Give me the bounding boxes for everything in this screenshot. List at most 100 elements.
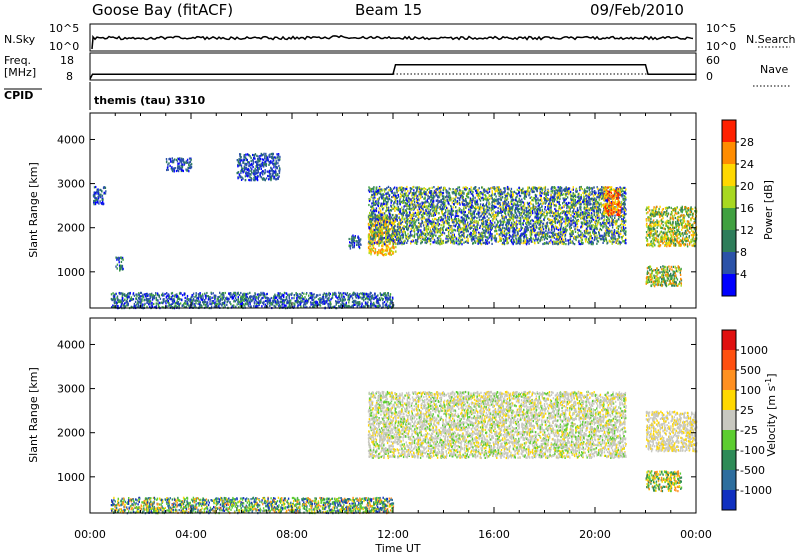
- scatter-cell: [341, 293, 343, 296]
- scatter-cell: [136, 295, 138, 298]
- scatter-cell: [392, 252, 394, 255]
- scatter-cell: [331, 294, 334, 297]
- scatter-cell: [153, 295, 156, 298]
- scatter-cell: [183, 302, 185, 305]
- scatter-cell: [181, 158, 183, 161]
- scatter-cell: [112, 298, 115, 301]
- scatter-cell: [125, 301, 127, 304]
- scatter-cell: [264, 296, 267, 299]
- scatter-cell: [147, 294, 149, 297]
- nsearch-tick-top: 10^5: [706, 22, 736, 35]
- scatter-cell: [127, 294, 129, 297]
- scatter-cell: [247, 302, 249, 305]
- scatter-cell: [186, 298, 188, 301]
- scatter-cell: [300, 297, 302, 300]
- scatter-cell: [265, 299, 267, 302]
- scatter-cell: [354, 303, 356, 306]
- scatter-cell: [274, 177, 276, 180]
- scatter-cell: [463, 208, 465, 211]
- scatter-cell: [259, 157, 262, 160]
- scatter-cell: [118, 264, 121, 267]
- scatter-cell: [112, 306, 114, 309]
- scatter-cell: [558, 200, 561, 203]
- scatter-cell: [202, 297, 204, 300]
- scatter-cell: [231, 294, 233, 297]
- scatter-cell: [121, 256, 124, 259]
- scatter-cell: [337, 301, 340, 304]
- scatter-cell: [266, 302, 269, 305]
- scatter-cell: [157, 303, 160, 306]
- scatter-cell: [116, 263, 119, 266]
- scatter-cell: [159, 297, 162, 300]
- scatter-cell: [427, 237, 429, 240]
- scatter-cell: [265, 160, 267, 163]
- scatter-cell: [348, 237, 350, 241]
- scatter-cell: [224, 299, 226, 302]
- scatter-cell: [376, 302, 378, 305]
- scatter-cell: [480, 214, 483, 217]
- scatter-cell: [363, 295, 366, 298]
- scatter-cell: [152, 296, 155, 299]
- scatter-cell: [243, 161, 245, 164]
- scatter-cell: [95, 197, 97, 200]
- scatter-cell: [346, 292, 349, 295]
- scatter-cell: [395, 250, 397, 253]
- scatter-cell: [201, 293, 204, 296]
- scatter-cell: [130, 297, 132, 301]
- scatter-cell: [270, 156, 273, 159]
- scatter-cell: [180, 298, 183, 301]
- scatter-cell: [451, 191, 453, 194]
- scatter-cell: [131, 306, 134, 309]
- scatter-cell: [116, 257, 118, 260]
- scatter-cell: [560, 218, 562, 221]
- scatter-cell: [301, 295, 303, 298]
- scatter-cell: [617, 227, 620, 231]
- scatter-cell: [262, 173, 264, 176]
- scatter-cell: [235, 298, 238, 302]
- scatter-cell: [258, 301, 260, 304]
- scatter-cell: [278, 175, 280, 178]
- scatter-cell: [244, 304, 246, 307]
- scatter-cell: [269, 174, 271, 177]
- scatter-cell: [252, 162, 254, 165]
- scatter-cell: [102, 200, 104, 203]
- scatter-cell: [377, 301, 380, 305]
- scatter-cell: [355, 296, 357, 299]
- scatter-cell: [237, 171, 240, 174]
- scatter-cell: [383, 301, 386, 304]
- scatter-cell: [470, 224, 472, 227]
- scatter-cell: [515, 196, 517, 199]
- scatter-cell: [111, 306, 113, 309]
- scatter-cell: [364, 301, 367, 304]
- scatter-cell: [167, 168, 169, 171]
- scatter-cell: [266, 292, 268, 295]
- scatter-cell: [385, 253, 387, 256]
- scatter-cell: [336, 301, 338, 305]
- scatter-cell: [145, 299, 148, 302]
- scatter-cell: [167, 298, 169, 301]
- scatter-cell: [385, 296, 387, 299]
- scatter-cell: [162, 302, 164, 305]
- scatter-cell: [214, 296, 216, 299]
- scatter-cell: [252, 165, 254, 169]
- scatter-cell: [180, 164, 182, 167]
- scatter-cell: [93, 186, 96, 189]
- scatter-cell: [309, 292, 311, 295]
- scatter-cell: [192, 298, 195, 301]
- scatter-cell: [164, 292, 166, 296]
- scatter-cell: [245, 153, 247, 156]
- scatter-cell: [268, 154, 270, 157]
- scatter-cell: [119, 256, 121, 259]
- scatter-cell: [338, 292, 341, 296]
- scatter-cell: [96, 198, 98, 201]
- scatter-cell: [299, 301, 301, 304]
- scatter-cell: [123, 305, 125, 308]
- scatter-cell: [190, 295, 193, 298]
- scatter-cell: [303, 292, 305, 295]
- scatter-cell: [269, 162, 271, 165]
- scatter-cell: [275, 165, 277, 168]
- scatter-cell: [178, 165, 181, 168]
- scatter-cell: [151, 294, 153, 297]
- scatter-cell: [249, 176, 251, 179]
- scatter-cell: [100, 193, 102, 196]
